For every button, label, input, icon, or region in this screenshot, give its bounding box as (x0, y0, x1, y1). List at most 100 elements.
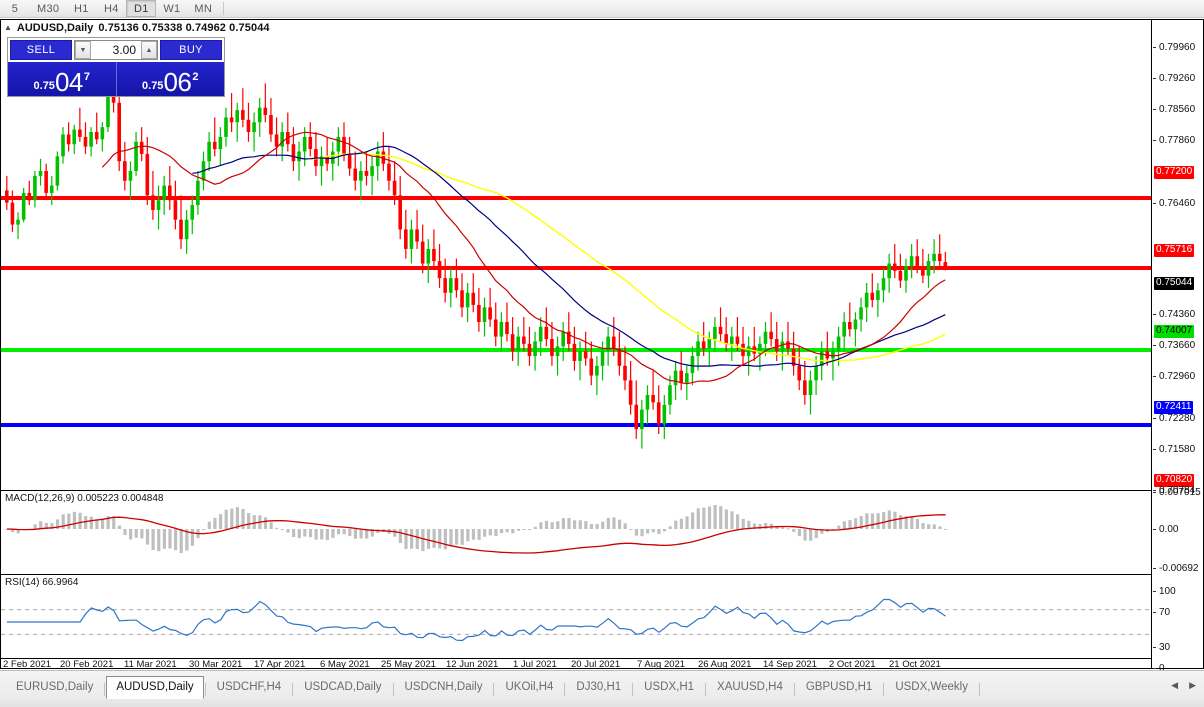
level-line-support-0.74007[interactable] (1, 348, 1152, 352)
tab-divider (392, 682, 394, 696)
time-axis-label: 26 Aug 2021 (698, 659, 752, 669)
trade-panel-controls: SELL ▼ 3.00 ▲ BUY (8, 38, 224, 62)
chart-area[interactable]: 2 Feb 2021 20 Feb 2021 11 Mar 2021 30 Mar 2… (0, 19, 1152, 669)
timeframe-button-mn[interactable]: MN (194, 2, 213, 15)
tick-mark (1153, 491, 1156, 493)
tick-label: 0.73660 (1159, 339, 1196, 351)
tab-divider (564, 682, 566, 696)
tick-label: 100 (1159, 585, 1176, 597)
macd-histogram (5, 505, 948, 553)
time-axis-label: 1 Jul 2021 (513, 659, 557, 669)
tab-scroll-controls: ◀ ▶ (1171, 680, 1196, 691)
volume-stepper[interactable]: ▼ 3.00 ▲ (74, 40, 158, 60)
price-pane[interactable] (1, 20, 1152, 490)
chart-tab-gbpusd-h1[interactable]: GBPUSD,H1 (805, 680, 873, 693)
tick-label: 0.72411 (1154, 400, 1194, 414)
buy-price-prefix: 0.75 (142, 80, 164, 92)
tick-label: 0.007015 (1159, 486, 1201, 498)
tick-mark (1153, 611, 1156, 613)
time-axis-label: 17 Apr 2021 (254, 659, 306, 669)
timeframe-button-5[interactable]: 5 (11, 2, 19, 15)
tick-mark (1153, 528, 1156, 530)
rsi-line (7, 598, 946, 642)
tick-mark (1153, 489, 1156, 491)
candle-series (5, 73, 948, 449)
tick-mark (1153, 590, 1156, 592)
time-axis-label: 12 Jun 2021 (446, 659, 499, 669)
tick-label: 70 (1159, 606, 1171, 618)
symbol-ohlc: 0.75136 0.75338 0.74962 0.75044 (98, 22, 270, 34)
chart-tab-eurusd-daily[interactable]: EURUSD,Daily (16, 680, 94, 693)
level-line-support-0.72411[interactable] (1, 423, 1152, 427)
buy-price-main: 06 (163, 67, 192, 98)
chart-tab-audusd-daily[interactable]: AUDUSD,Daily (106, 675, 204, 699)
buy-button[interactable]: BUY (160, 40, 222, 60)
collapse-arrow-icon[interactable]: ▲ (4, 23, 12, 32)
rsi-indicator-label: RSI(14) 66.9964 (5, 577, 79, 588)
sell-price-fraction: 7 (83, 71, 90, 83)
rsi-pane[interactable] (1, 575, 1152, 658)
time-axis-label: 20 Jul 2021 (571, 659, 621, 669)
timeframe-button-w1[interactable]: W1 (163, 2, 181, 15)
tick-label: 0.75044 (1154, 276, 1195, 290)
tab-divider (204, 682, 206, 696)
tab-divider (104, 682, 106, 696)
tick-label: 0.72280 (1159, 412, 1196, 424)
tick-label: 0.72960 (1159, 370, 1196, 382)
chart-tab-usdchf-h4[interactable]: USDCHF,H4 (216, 680, 282, 693)
chart-tab-dj30-h1[interactable]: DJ30,H1 (576, 680, 622, 693)
toolbar-separator (223, 2, 225, 15)
sell-price-prefix: 0.75 (33, 80, 55, 92)
macd-pane[interactable] (1, 491, 1152, 574)
pane-separator-rsi (1, 574, 1152, 575)
tick-mark (1153, 108, 1156, 110)
tab-divider (632, 682, 634, 696)
chart-tab-usdx-h1[interactable]: USDX,H1 (644, 680, 695, 693)
tab-divider (883, 682, 885, 696)
tab-divider (978, 682, 980, 696)
chart-tab-xauusd-h4[interactable]: XAUUSD,H4 (717, 680, 783, 693)
level-line-resistance-0.77200[interactable] (1, 196, 1152, 200)
buy-price-display[interactable]: 0.75 06 2 (115, 62, 224, 98)
symbol-name: AUDUSD,Daily (16, 22, 94, 34)
timeframe-button-d1[interactable]: D1 (126, 0, 157, 17)
tick-label: 0.78560 (1159, 103, 1196, 115)
chart-tab-usdx-weekly[interactable]: USDX,Weekly (895, 680, 968, 693)
timeframe-button-h4[interactable]: H4 (103, 2, 119, 15)
tab-divider (292, 682, 294, 696)
volume-input[interactable]: 3.00 (91, 41, 141, 59)
tick-mark (1153, 139, 1156, 141)
timeframe-button-h1[interactable]: H1 (73, 2, 89, 15)
chart-tab-usdcnh-daily[interactable]: USDCNH,Daily (404, 680, 483, 693)
time-axis: 2 Feb 2021 20 Feb 2021 11 Mar 2021 30 Mar 2… (1, 659, 1152, 669)
tab-divider (493, 682, 495, 696)
tick-label: 0.77200 (1154, 165, 1195, 179)
sell-price-display[interactable]: 0.75 04 7 (8, 62, 116, 96)
price-scale[interactable]: 0.79960 0.79260 0.78560 0.77860 0.77200 0.764… (1151, 19, 1204, 674)
tab-scroll-left-button[interactable]: ◀ (1171, 680, 1179, 690)
sell-button[interactable]: SELL (10, 40, 72, 60)
price-candlestick-chart (1, 73, 1152, 449)
tab-divider (705, 682, 707, 696)
volume-increment-button[interactable]: ▲ (141, 41, 157, 59)
timeframe-button-m30[interactable]: M30 (37, 2, 60, 15)
tick-mark (1153, 202, 1156, 204)
rsi-chart (1, 598, 1152, 642)
chart-tab-usdcad-daily[interactable]: USDCAD,Daily (304, 680, 382, 693)
chart-tab-bar[interactable]: EURUSD,Daily AUDUSD,Daily USDCHF,H4 USDCAD,… (0, 670, 1204, 707)
macd-signal-line (6, 514, 946, 554)
tick-label: 0.76460 (1159, 197, 1196, 209)
tick-label: 0.00 (1159, 523, 1179, 535)
tick-label: 0.71580 (1159, 443, 1196, 455)
time-axis-label: 7 Aug 2021 (637, 659, 686, 669)
chart-tab-ukoil-h4[interactable]: UKOil,H4 (505, 680, 554, 693)
pane-separator-time (1, 658, 1152, 659)
volume-decrement-button[interactable]: ▼ (75, 41, 91, 59)
one-click-trading-panel[interactable]: SELL ▼ 3.00 ▲ BUY 0.75 04 7 0.75 06 2 (7, 37, 225, 97)
tick-label: -0.00692 (1159, 562, 1199, 574)
level-line-resistance-0.75716[interactable] (1, 266, 1152, 270)
moving-average-fast-red (101, 131, 946, 385)
tab-scroll-right-button[interactable]: ▶ (1189, 680, 1196, 690)
pane-separator-macd (1, 490, 1152, 491)
